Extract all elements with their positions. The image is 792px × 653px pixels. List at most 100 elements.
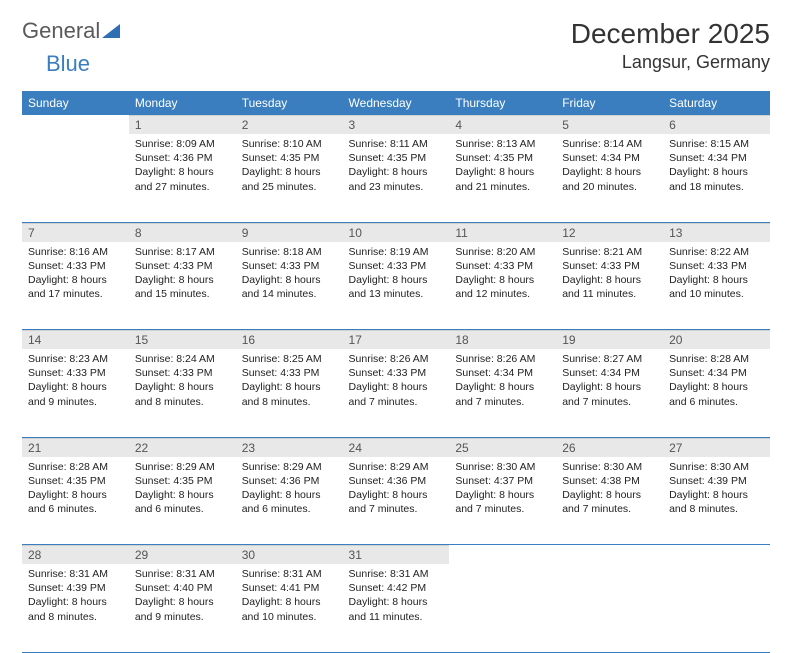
day-content: Sunrise: 8:15 AMSunset: 4:34 PMDaylight:… bbox=[663, 134, 770, 200]
day-number: 18 bbox=[449, 330, 556, 349]
day-number: 17 bbox=[343, 330, 450, 349]
day-content: Sunrise: 8:30 AMSunset: 4:37 PMDaylight:… bbox=[449, 457, 556, 523]
empty-cell bbox=[663, 564, 770, 652]
day-cell: Sunrise: 8:19 AMSunset: 4:33 PMDaylight:… bbox=[343, 242, 450, 330]
day-cell: Sunrise: 8:17 AMSunset: 4:33 PMDaylight:… bbox=[129, 242, 236, 330]
empty-cell bbox=[663, 545, 770, 565]
daynum-row: 28293031 bbox=[22, 545, 770, 565]
day-number: 28 bbox=[22, 545, 129, 564]
title-block: December 2025 Langsur, Germany bbox=[571, 18, 770, 73]
day-number: 24 bbox=[343, 438, 450, 457]
day-cell: Sunrise: 8:25 AMSunset: 4:33 PMDaylight:… bbox=[236, 349, 343, 437]
weekday-header: Thursday bbox=[449, 91, 556, 115]
day-number: 6 bbox=[663, 115, 770, 134]
day-content: Sunrise: 8:31 AMSunset: 4:42 PMDaylight:… bbox=[343, 564, 450, 630]
location: Langsur, Germany bbox=[571, 52, 770, 73]
day-number: 1 bbox=[129, 115, 236, 134]
day-content: Sunrise: 8:19 AMSunset: 4:33 PMDaylight:… bbox=[343, 242, 450, 308]
month-title: December 2025 bbox=[571, 18, 770, 50]
day-content: Sunrise: 8:09 AMSunset: 4:36 PMDaylight:… bbox=[129, 134, 236, 200]
day-content: Sunrise: 8:13 AMSunset: 4:35 PMDaylight:… bbox=[449, 134, 556, 200]
day-cell: Sunrise: 8:30 AMSunset: 4:38 PMDaylight:… bbox=[556, 457, 663, 545]
day-content: Sunrise: 8:29 AMSunset: 4:35 PMDaylight:… bbox=[129, 457, 236, 523]
day-content: Sunrise: 8:17 AMSunset: 4:33 PMDaylight:… bbox=[129, 242, 236, 308]
day-content: Sunrise: 8:26 AMSunset: 4:33 PMDaylight:… bbox=[343, 349, 450, 415]
day-number: 2 bbox=[236, 115, 343, 134]
day-number: 25 bbox=[449, 438, 556, 457]
day-content: Sunrise: 8:31 AMSunset: 4:40 PMDaylight:… bbox=[129, 564, 236, 630]
day-cell: Sunrise: 8:10 AMSunset: 4:35 PMDaylight:… bbox=[236, 134, 343, 222]
day-cell: Sunrise: 8:09 AMSunset: 4:36 PMDaylight:… bbox=[129, 134, 236, 222]
day-number: 30 bbox=[236, 545, 343, 564]
day-cell: Sunrise: 8:21 AMSunset: 4:33 PMDaylight:… bbox=[556, 242, 663, 330]
day-cell: Sunrise: 8:16 AMSunset: 4:33 PMDaylight:… bbox=[22, 242, 129, 330]
day-content: Sunrise: 8:23 AMSunset: 4:33 PMDaylight:… bbox=[22, 349, 129, 415]
day-cell: Sunrise: 8:31 AMSunset: 4:40 PMDaylight:… bbox=[129, 564, 236, 652]
logo-word2: Blue bbox=[46, 51, 90, 77]
day-content: Sunrise: 8:11 AMSunset: 4:35 PMDaylight:… bbox=[343, 134, 450, 200]
day-cell: Sunrise: 8:29 AMSunset: 4:36 PMDaylight:… bbox=[236, 457, 343, 545]
day-cell: Sunrise: 8:13 AMSunset: 4:35 PMDaylight:… bbox=[449, 134, 556, 222]
day-content: Sunrise: 8:16 AMSunset: 4:33 PMDaylight:… bbox=[22, 242, 129, 308]
day-number: 5 bbox=[556, 115, 663, 134]
calendar-table: SundayMondayTuesdayWednesdayThursdayFrid… bbox=[22, 91, 770, 653]
day-number: 4 bbox=[449, 115, 556, 134]
daynum-row: 78910111213 bbox=[22, 222, 770, 242]
day-cell: Sunrise: 8:26 AMSunset: 4:33 PMDaylight:… bbox=[343, 349, 450, 437]
day-number: 3 bbox=[343, 115, 450, 134]
day-cell: Sunrise: 8:14 AMSunset: 4:34 PMDaylight:… bbox=[556, 134, 663, 222]
day-number: 31 bbox=[343, 545, 450, 564]
logo-triangle-icon bbox=[102, 18, 120, 44]
day-number: 11 bbox=[449, 223, 556, 242]
daynum-row: 21222324252627 bbox=[22, 437, 770, 457]
day-number: 19 bbox=[556, 330, 663, 349]
day-cell: Sunrise: 8:24 AMSunset: 4:33 PMDaylight:… bbox=[129, 349, 236, 437]
day-cell: Sunrise: 8:30 AMSunset: 4:37 PMDaylight:… bbox=[449, 457, 556, 545]
day-cell: Sunrise: 8:31 AMSunset: 4:39 PMDaylight:… bbox=[22, 564, 129, 652]
empty-cell bbox=[22, 115, 129, 134]
day-content: Sunrise: 8:25 AMSunset: 4:33 PMDaylight:… bbox=[236, 349, 343, 415]
day-content: Sunrise: 8:14 AMSunset: 4:34 PMDaylight:… bbox=[556, 134, 663, 200]
day-content: Sunrise: 8:29 AMSunset: 4:36 PMDaylight:… bbox=[343, 457, 450, 523]
weekday-header: Sunday bbox=[22, 91, 129, 115]
day-number: 15 bbox=[129, 330, 236, 349]
day-cell: Sunrise: 8:31 AMSunset: 4:41 PMDaylight:… bbox=[236, 564, 343, 652]
day-content: Sunrise: 8:28 AMSunset: 4:35 PMDaylight:… bbox=[22, 457, 129, 523]
empty-cell bbox=[556, 564, 663, 652]
daynum-row: 14151617181920 bbox=[22, 330, 770, 350]
week-row: Sunrise: 8:09 AMSunset: 4:36 PMDaylight:… bbox=[22, 134, 770, 222]
logo: General bbox=[22, 18, 122, 44]
day-content: Sunrise: 8:29 AMSunset: 4:36 PMDaylight:… bbox=[236, 457, 343, 523]
weekday-header: Wednesday bbox=[343, 91, 450, 115]
day-number: 16 bbox=[236, 330, 343, 349]
weekday-header: Monday bbox=[129, 91, 236, 115]
day-content: Sunrise: 8:30 AMSunset: 4:39 PMDaylight:… bbox=[663, 457, 770, 523]
day-content: Sunrise: 8:30 AMSunset: 4:38 PMDaylight:… bbox=[556, 457, 663, 523]
day-number: 20 bbox=[663, 330, 770, 349]
day-number: 27 bbox=[663, 438, 770, 457]
day-cell: Sunrise: 8:15 AMSunset: 4:34 PMDaylight:… bbox=[663, 134, 770, 222]
day-content: Sunrise: 8:24 AMSunset: 4:33 PMDaylight:… bbox=[129, 349, 236, 415]
day-number: 21 bbox=[22, 438, 129, 457]
empty-cell bbox=[449, 564, 556, 652]
weekday-header: Tuesday bbox=[236, 91, 343, 115]
day-number: 10 bbox=[343, 223, 450, 242]
empty-cell bbox=[556, 545, 663, 565]
day-cell: Sunrise: 8:20 AMSunset: 4:33 PMDaylight:… bbox=[449, 242, 556, 330]
day-cell: Sunrise: 8:29 AMSunset: 4:35 PMDaylight:… bbox=[129, 457, 236, 545]
weekday-header-row: SundayMondayTuesdayWednesdayThursdayFrid… bbox=[22, 91, 770, 115]
day-cell: Sunrise: 8:22 AMSunset: 4:33 PMDaylight:… bbox=[663, 242, 770, 330]
day-number: 8 bbox=[129, 223, 236, 242]
weekday-header: Saturday bbox=[663, 91, 770, 115]
day-content: Sunrise: 8:26 AMSunset: 4:34 PMDaylight:… bbox=[449, 349, 556, 415]
day-cell: Sunrise: 8:11 AMSunset: 4:35 PMDaylight:… bbox=[343, 134, 450, 222]
day-content: Sunrise: 8:10 AMSunset: 4:35 PMDaylight:… bbox=[236, 134, 343, 200]
day-content: Sunrise: 8:31 AMSunset: 4:41 PMDaylight:… bbox=[236, 564, 343, 630]
day-content: Sunrise: 8:21 AMSunset: 4:33 PMDaylight:… bbox=[556, 242, 663, 308]
week-row: Sunrise: 8:23 AMSunset: 4:33 PMDaylight:… bbox=[22, 349, 770, 437]
day-number: 14 bbox=[22, 330, 129, 349]
day-cell: Sunrise: 8:28 AMSunset: 4:34 PMDaylight:… bbox=[663, 349, 770, 437]
day-number: 29 bbox=[129, 545, 236, 564]
weekday-header: Friday bbox=[556, 91, 663, 115]
day-content: Sunrise: 8:28 AMSunset: 4:34 PMDaylight:… bbox=[663, 349, 770, 415]
